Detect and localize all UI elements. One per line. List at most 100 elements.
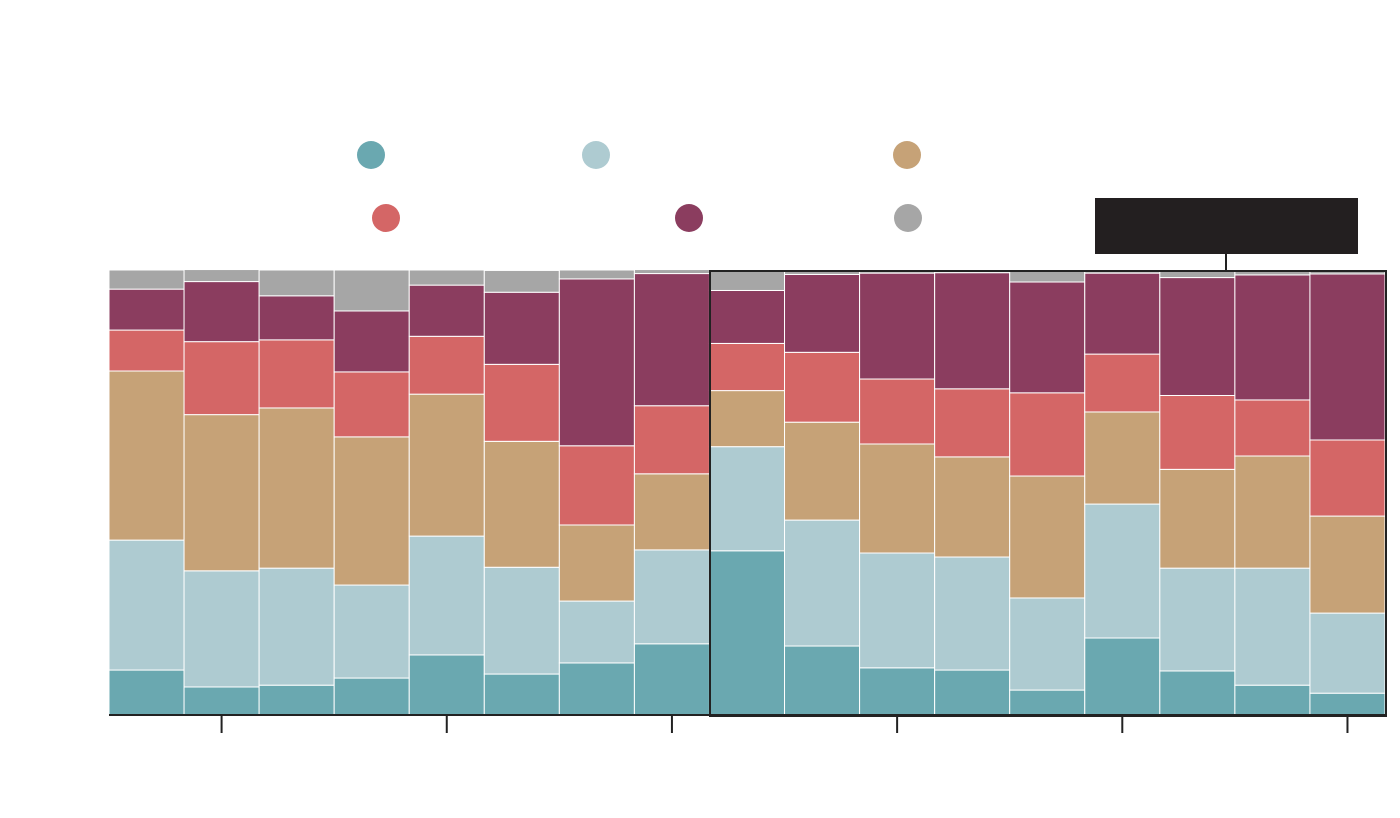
bar-segment <box>1309 692 1386 716</box>
legend-marker <box>357 141 385 169</box>
bar-segment <box>708 289 786 344</box>
bar-segment <box>1009 392 1086 477</box>
bar-segment <box>333 371 410 438</box>
bar-segment <box>1234 567 1311 686</box>
bar-segment <box>258 684 335 716</box>
bar-segment <box>183 686 260 716</box>
bar-segment <box>1309 515 1386 614</box>
bar-segment <box>934 556 1011 671</box>
bar-segment <box>708 550 786 716</box>
bar-segment <box>408 535 485 656</box>
bar-segment <box>1159 567 1236 672</box>
bar-segment <box>633 473 710 551</box>
bar-segment <box>483 673 560 716</box>
bar-segment <box>108 669 185 716</box>
bar-segment <box>408 654 485 716</box>
bar-segment <box>784 351 861 423</box>
bar-segment <box>483 291 560 365</box>
bar-segment <box>1234 399 1311 457</box>
legend-marker <box>893 141 921 169</box>
bar-segment <box>784 273 861 353</box>
bar-segment <box>558 269 635 280</box>
bar-segment <box>333 436 410 586</box>
bar-segment <box>784 421 861 521</box>
bar-segment <box>258 407 335 569</box>
bar-segment <box>1309 439 1386 517</box>
bar-segment <box>859 552 936 669</box>
bar-segment <box>108 370 185 541</box>
plot <box>108 269 1386 716</box>
bar-segment <box>934 669 1011 716</box>
bar-segment <box>408 335 485 395</box>
bar-segment <box>258 567 335 686</box>
bar-segment <box>708 446 786 552</box>
bar-segment <box>108 539 185 671</box>
annotation-box <box>1095 198 1358 254</box>
bar-segment <box>258 269 335 297</box>
bar-segment <box>934 388 1011 458</box>
bar-segment <box>1234 274 1311 401</box>
bar-segment <box>108 269 185 290</box>
bar-segment <box>1309 612 1386 694</box>
legend-marker <box>894 204 922 232</box>
bar-segment <box>558 278 635 447</box>
bar-segment <box>784 519 861 647</box>
bar-segment <box>558 662 635 716</box>
legend-marker <box>372 204 400 232</box>
bar-segment <box>183 414 260 572</box>
bar-segment <box>1159 277 1236 396</box>
bar-segment <box>1159 670 1236 716</box>
bar-segment <box>633 269 710 275</box>
bar-segment <box>1159 394 1236 470</box>
bar-segment <box>859 378 936 445</box>
bar-segment <box>258 339 335 409</box>
bar-segment <box>183 281 260 343</box>
bar-segment <box>558 524 635 602</box>
bar-segment <box>333 584 410 679</box>
bar-segment <box>1009 597 1086 691</box>
bar-segment <box>333 269 410 312</box>
bar-segment <box>258 295 335 341</box>
bar-segment <box>1234 684 1311 716</box>
legend-marker <box>582 141 610 169</box>
highlight-box <box>709 270 1387 717</box>
bar-segment <box>633 549 710 645</box>
bar-segment <box>1084 503 1161 639</box>
bar-segment <box>859 667 936 716</box>
bar-segment <box>408 284 485 337</box>
bar-segment <box>1234 455 1311 569</box>
bar-segment <box>1309 273 1386 441</box>
bar-segment <box>708 269 786 291</box>
bar-segment <box>183 570 260 688</box>
bar-segment <box>183 269 260 283</box>
bar-segment <box>859 443 936 554</box>
bar-segment <box>1084 353 1161 413</box>
bar-segment <box>408 269 485 286</box>
bar-segment <box>1009 281 1086 394</box>
bar-segment <box>708 390 786 448</box>
bar-segment <box>1084 411 1161 505</box>
bar-segment <box>408 393 485 537</box>
bar-segment <box>1084 637 1161 716</box>
legend-marker <box>675 204 703 232</box>
bar-segment <box>483 566 560 675</box>
bar-segment <box>483 363 560 442</box>
bar-segment <box>1084 272 1161 355</box>
bar-segment <box>558 600 635 664</box>
bar-segment <box>633 643 710 716</box>
bar-segment <box>558 445 635 526</box>
bar-segment <box>633 273 710 407</box>
bar-segment <box>183 341 260 416</box>
bar-segment <box>108 288 185 331</box>
bar-segment <box>708 342 786 392</box>
bar-segment <box>333 310 410 373</box>
bar-segment <box>859 272 936 380</box>
bar-segment <box>1009 689 1086 716</box>
bar-segment <box>934 456 1011 558</box>
bar-segment <box>108 329 185 372</box>
bar-segment <box>1159 468 1236 569</box>
bar-segment <box>333 677 410 716</box>
bar-segment <box>934 272 1011 390</box>
bar-segment <box>633 405 710 475</box>
